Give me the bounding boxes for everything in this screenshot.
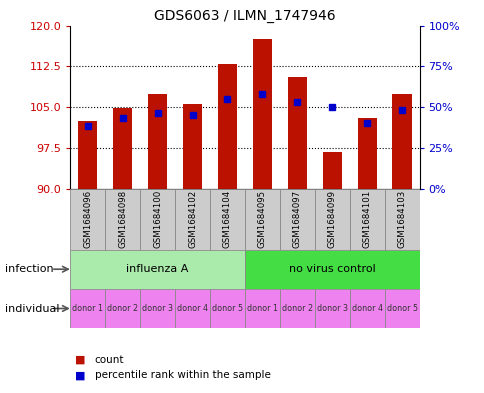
Bar: [279, 289, 314, 328]
Text: donor 4: donor 4: [351, 304, 382, 313]
Bar: [244, 250, 419, 289]
Bar: [392, 94, 411, 189]
Text: GSM1684103: GSM1684103: [397, 190, 406, 248]
Bar: [175, 189, 210, 250]
Text: GSM1684097: GSM1684097: [292, 190, 301, 248]
Bar: [210, 289, 244, 328]
Bar: [357, 118, 376, 189]
Bar: [314, 189, 349, 250]
Bar: [70, 289, 105, 328]
Bar: [148, 94, 167, 189]
Bar: [322, 152, 341, 189]
Text: influenza A: influenza A: [126, 264, 188, 274]
Bar: [210, 189, 244, 250]
Bar: [105, 289, 140, 328]
Text: percentile rank within the sample: percentile rank within the sample: [94, 370, 270, 380]
Text: ■: ■: [75, 370, 86, 380]
Text: donor 1: donor 1: [72, 304, 103, 313]
Text: infection: infection: [5, 264, 53, 274]
Text: GSM1684098: GSM1684098: [118, 190, 127, 248]
Bar: [349, 189, 384, 250]
Title: GDS6063 / ILMN_1747946: GDS6063 / ILMN_1747946: [154, 9, 335, 23]
Text: donor 3: donor 3: [316, 304, 347, 313]
Bar: [105, 189, 140, 250]
Text: no virus control: no virus control: [288, 264, 375, 274]
Text: GSM1684102: GSM1684102: [188, 190, 197, 248]
Text: GSM1684100: GSM1684100: [153, 190, 162, 248]
Bar: [252, 39, 272, 189]
Text: donor 3: donor 3: [142, 304, 173, 313]
Bar: [384, 289, 419, 328]
Text: GSM1684101: GSM1684101: [362, 190, 371, 248]
Text: GSM1684096: GSM1684096: [83, 190, 92, 248]
Text: individual: individual: [5, 303, 59, 314]
Bar: [279, 189, 314, 250]
Text: donor 5: donor 5: [212, 304, 242, 313]
Bar: [175, 289, 210, 328]
Text: donor 2: donor 2: [107, 304, 138, 313]
Text: GSM1684104: GSM1684104: [223, 190, 231, 248]
Bar: [217, 64, 237, 189]
Bar: [70, 250, 244, 289]
Bar: [140, 189, 175, 250]
Text: GSM1684095: GSM1684095: [257, 190, 266, 248]
Bar: [287, 77, 306, 189]
Bar: [182, 105, 202, 189]
Text: count: count: [94, 354, 124, 365]
Text: donor 4: donor 4: [177, 304, 208, 313]
Bar: [349, 289, 384, 328]
Bar: [70, 189, 105, 250]
Bar: [113, 108, 132, 189]
Text: ■: ■: [75, 354, 86, 365]
Text: GSM1684099: GSM1684099: [327, 190, 336, 248]
Bar: [244, 189, 279, 250]
Bar: [78, 121, 97, 189]
Bar: [384, 189, 419, 250]
Bar: [244, 289, 279, 328]
Bar: [314, 289, 349, 328]
Text: donor 2: donor 2: [281, 304, 312, 313]
Bar: [140, 289, 175, 328]
Text: donor 5: donor 5: [386, 304, 417, 313]
Text: donor 1: donor 1: [246, 304, 277, 313]
